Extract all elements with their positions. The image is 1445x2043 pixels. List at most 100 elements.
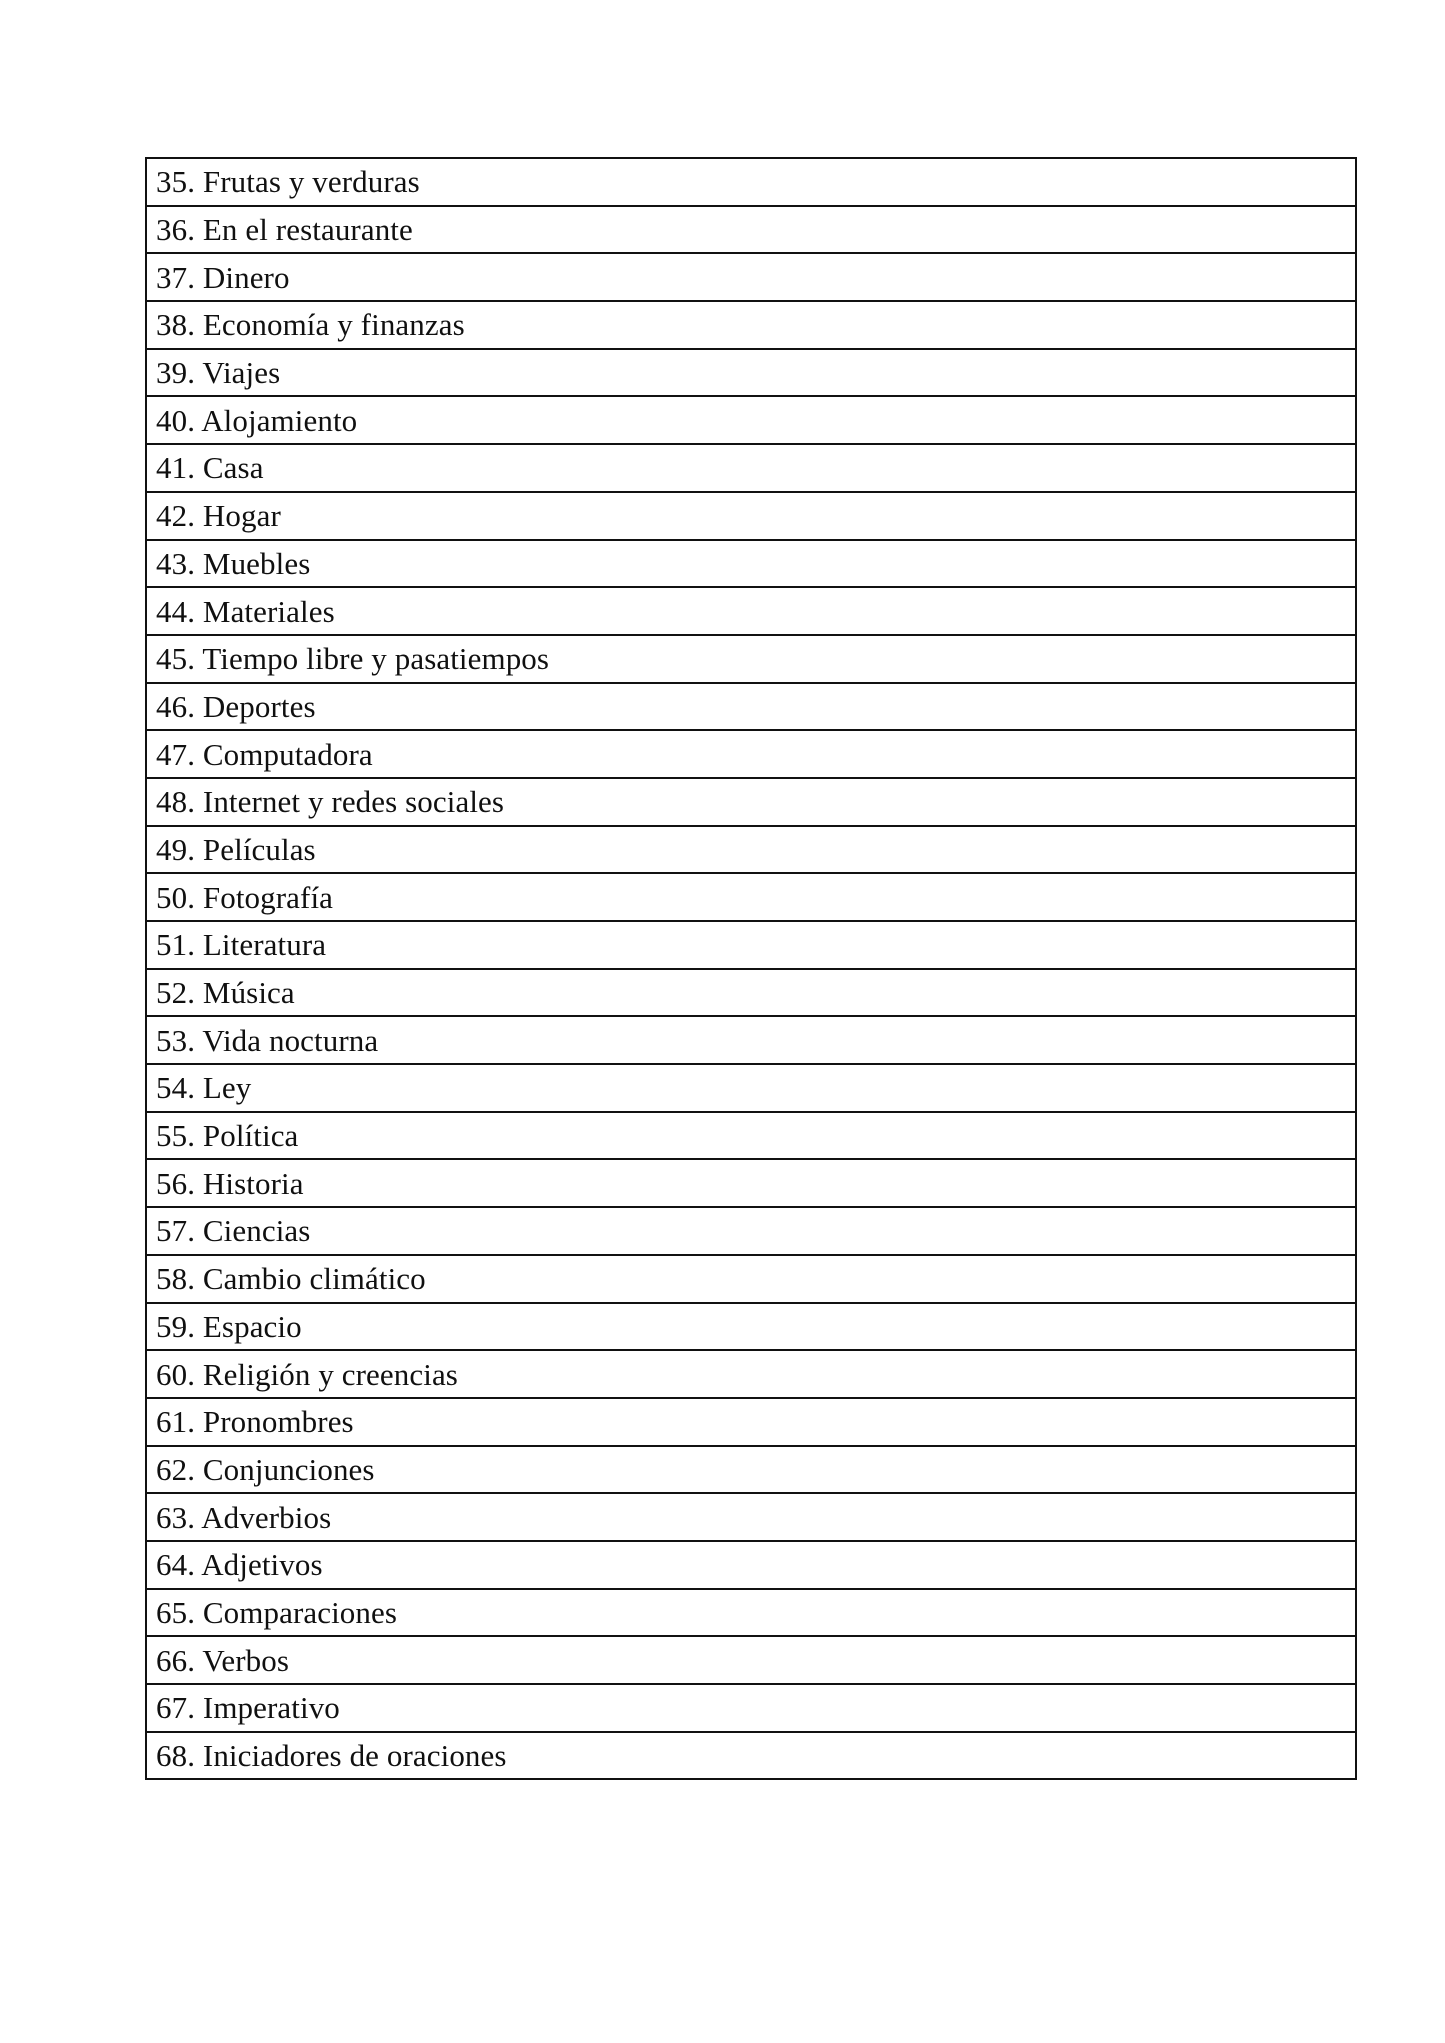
topic-cell: 68. Iniciadores de oraciones bbox=[145, 1730, 1357, 1781]
topic-label: 51. Literatura bbox=[156, 927, 327, 963]
topic-cell: 49. Películas bbox=[145, 824, 1357, 875]
topic-label: 67. Imperativo bbox=[156, 1690, 340, 1726]
topic-label: 37. Dinero bbox=[156, 259, 290, 295]
topic-label: 54. Ley bbox=[156, 1070, 252, 1106]
topic-cell: 58. Cambio climático bbox=[145, 1253, 1357, 1304]
topic-label: 39. Viajes bbox=[156, 355, 281, 391]
table-row: 62. Conjunciones bbox=[145, 1444, 1357, 1495]
topic-cell: 51. Literatura bbox=[145, 920, 1357, 970]
topic-label: 56. Historia bbox=[156, 1165, 304, 1201]
topic-label: 53. Vida nocturna bbox=[156, 1022, 379, 1058]
topic-label: 40. Alojamiento bbox=[156, 402, 358, 438]
topic-cell: 60. Religión y creencias bbox=[145, 1349, 1357, 1399]
topic-label: 64. Adjetivos bbox=[156, 1547, 323, 1583]
topic-label: 60. Religión y creencias bbox=[156, 1356, 458, 1392]
table-row: 44. Materiales bbox=[145, 586, 1357, 636]
topic-cell: 57. Ciencias bbox=[145, 1206, 1357, 1256]
table-row: 46. Deportes bbox=[145, 681, 1357, 732]
topic-label: 57. Ciencias bbox=[156, 1213, 311, 1249]
topic-label: 62. Conjunciones bbox=[156, 1451, 375, 1487]
topic-cell: 43. Muebles bbox=[145, 538, 1357, 589]
table-row: 42. Hogar bbox=[145, 490, 1357, 541]
table-row: 65. Comparaciones bbox=[145, 1587, 1357, 1638]
topic-cell: 61. Pronombres bbox=[145, 1396, 1357, 1447]
table-row: 56. Historia bbox=[145, 1158, 1357, 1209]
table-row: 41. Casa bbox=[145, 443, 1357, 493]
topic-label: 65. Comparaciones bbox=[156, 1594, 398, 1630]
topic-cell: 66. Verbos bbox=[145, 1635, 1357, 1685]
topic-cell: 48. Internet y redes sociales bbox=[145, 776, 1357, 827]
table-row: 55. Política bbox=[145, 1110, 1357, 1161]
table-row: 50. Fotografía bbox=[145, 872, 1357, 922]
table-row: 37. Dinero bbox=[145, 252, 1357, 303]
topic-label: 59. Espacio bbox=[156, 1308, 302, 1344]
table-row: 59. Espacio bbox=[145, 1301, 1357, 1352]
topic-cell: 44. Materiales bbox=[145, 586, 1357, 636]
topic-cell: 56. Historia bbox=[145, 1158, 1357, 1209]
table-body: 35. Frutas y verduras 36. En el restauran… bbox=[145, 157, 1357, 1781]
topic-label: 63. Adverbios bbox=[156, 1499, 332, 1535]
table-row: 35. Frutas y verduras bbox=[145, 157, 1357, 207]
table-row: 40. Alojamiento bbox=[145, 395, 1357, 446]
topic-cell: 47. Computadora bbox=[145, 729, 1357, 779]
table-row: 39. Viajes bbox=[145, 347, 1357, 398]
table-row: 52. Música bbox=[145, 967, 1357, 1018]
topic-cell: 36. En el restaurante bbox=[145, 204, 1357, 255]
topic-cell: 45. Tiempo libre y pasatiempos bbox=[145, 633, 1357, 684]
topic-cell: 62. Conjunciones bbox=[145, 1444, 1357, 1495]
table-row: 38. Economía y finanzas bbox=[145, 300, 1357, 350]
table-row: 47. Computadora bbox=[145, 729, 1357, 779]
topic-label: 49. Películas bbox=[156, 831, 316, 867]
topic-cell: 67. Imperativo bbox=[145, 1683, 1357, 1733]
topic-cell: 37. Dinero bbox=[145, 252, 1357, 303]
topic-cell: 54. Ley bbox=[145, 1063, 1357, 1113]
table-row: 48. Internet y redes sociales bbox=[145, 776, 1357, 827]
table-row: 51. Literatura bbox=[145, 920, 1357, 970]
table-row: 60. Religión y creencias bbox=[145, 1349, 1357, 1399]
topic-label: 58. Cambio climático bbox=[156, 1261, 426, 1297]
topic-cell: 64. Adjetivos bbox=[145, 1539, 1357, 1590]
topic-label: 48. Internet y redes sociales bbox=[156, 784, 505, 820]
topic-label: 43. Muebles bbox=[156, 545, 311, 581]
table-row: 68. Iniciadores de oraciones bbox=[145, 1730, 1357, 1781]
topic-label: 66. Verbos bbox=[156, 1642, 290, 1678]
topic-cell: 59. Espacio bbox=[145, 1301, 1357, 1352]
topics-list-table: 35. Frutas y verduras 36. En el restauran… bbox=[145, 157, 1357, 1781]
table-row: 45. Tiempo libre y pasatiempos bbox=[145, 633, 1357, 684]
topic-label: 45. Tiempo libre y pasatiempos bbox=[156, 641, 550, 677]
topic-cell: 41. Casa bbox=[145, 443, 1357, 493]
topic-label: 50. Fotografía bbox=[156, 879, 334, 915]
topic-label: 61. Pronombres bbox=[156, 1404, 354, 1440]
topic-label: 46. Deportes bbox=[156, 688, 316, 724]
topic-cell: 42. Hogar bbox=[145, 490, 1357, 541]
topic-label: 68. Iniciadores de oraciones bbox=[156, 1738, 507, 1774]
table-row: 66. Verbos bbox=[145, 1635, 1357, 1685]
topic-cell: 39. Viajes bbox=[145, 347, 1357, 398]
table-row: 53. Vida nocturna bbox=[145, 1015, 1357, 1066]
topic-cell: 55. Política bbox=[145, 1110, 1357, 1161]
topic-label: 44. Materiales bbox=[156, 593, 335, 629]
table-row: 36. En el restaurante bbox=[145, 204, 1357, 255]
topic-cell: 35. Frutas y verduras bbox=[145, 157, 1357, 207]
table-row: 43. Muebles bbox=[145, 538, 1357, 589]
table-row: 67. Imperativo bbox=[145, 1683, 1357, 1733]
topic-cell: 46. Deportes bbox=[145, 681, 1357, 732]
topic-label: 36. En el restaurante bbox=[156, 212, 413, 248]
topic-cell: 50. Fotografía bbox=[145, 872, 1357, 922]
topic-label: 38. Economía y finanzas bbox=[156, 307, 465, 343]
table-row: 63. Adverbios bbox=[145, 1492, 1357, 1542]
topic-cell: 38. Economía y finanzas bbox=[145, 300, 1357, 350]
table-row: 58. Cambio climático bbox=[145, 1253, 1357, 1304]
topic-label: 35. Frutas y verduras bbox=[156, 164, 420, 200]
topic-label: 42. Hogar bbox=[156, 498, 281, 534]
topic-label: 41. Casa bbox=[156, 450, 264, 486]
topic-cell: 63. Adverbios bbox=[145, 1492, 1357, 1542]
table-row: 54. Ley bbox=[145, 1063, 1357, 1113]
table-row: 49. Películas bbox=[145, 824, 1357, 875]
topic-label: 52. Música bbox=[156, 975, 295, 1011]
topic-cell: 52. Música bbox=[145, 967, 1357, 1018]
topic-label: 55. Política bbox=[156, 1118, 299, 1154]
topic-cell: 53. Vida nocturna bbox=[145, 1015, 1357, 1066]
table-row: 61. Pronombres bbox=[145, 1396, 1357, 1447]
